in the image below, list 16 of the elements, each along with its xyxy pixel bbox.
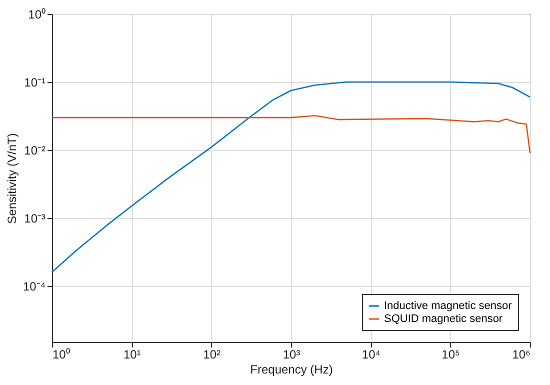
legend-label: SQUID magnetic sensor bbox=[384, 313, 503, 325]
y-tick-label: 10⁻³ bbox=[24, 211, 46, 226]
x-tick-label: 10³ bbox=[282, 348, 300, 362]
x-tick-label: 10⁶ bbox=[512, 348, 531, 362]
y-tick-label: 10⁻⁴ bbox=[22, 279, 46, 294]
y-tick-label: 10⁻¹ bbox=[24, 75, 46, 90]
x-tick-label: 10¹ bbox=[123, 348, 141, 362]
y-axis-title: Sensitivity (V/nT) bbox=[4, 133, 19, 224]
y-tick-label: 10⁻² bbox=[24, 143, 46, 158]
legend-label: Inductive magnetic sensor bbox=[384, 300, 512, 312]
x-tick-label: 10⁵ bbox=[442, 348, 460, 362]
x-tick-label: 10⁴ bbox=[362, 348, 380, 362]
x-tick-label: 10² bbox=[203, 348, 221, 362]
x-axis-title: Frequency (Hz) bbox=[250, 362, 333, 376]
y-tick-label: 10⁰ bbox=[28, 8, 46, 22]
x-tick-label: 10⁰ bbox=[52, 348, 70, 362]
